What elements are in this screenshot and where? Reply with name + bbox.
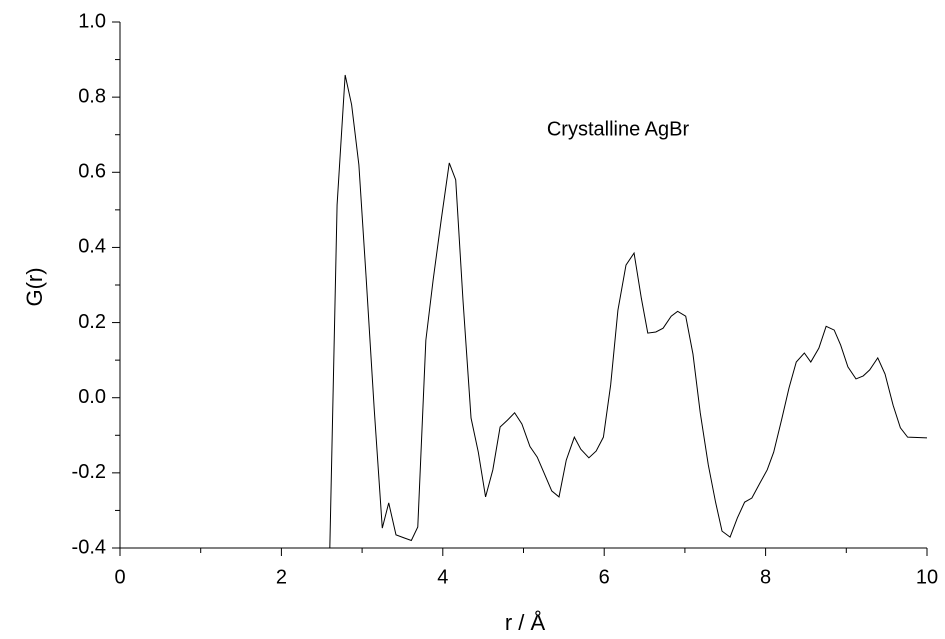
y-tick-label: 1.0	[78, 10, 106, 32]
y-axis-label: G(r)	[22, 267, 47, 306]
y-tick-label: -0.4	[72, 536, 106, 558]
x-tick-label: 10	[916, 566, 938, 588]
y-tick-label: 0.4	[78, 236, 106, 258]
y-tick-label: 0.0	[78, 386, 106, 408]
x-axis-label: r / Å	[505, 610, 546, 635]
x-tick-label: 2	[276, 566, 287, 588]
y-tick-label: 0.6	[78, 161, 106, 183]
x-tick-label: 8	[760, 566, 771, 588]
x-tick-label: 4	[437, 566, 448, 588]
y-tick-label: -0.2	[72, 461, 106, 483]
y-tick-label: 0.2	[78, 311, 106, 333]
y-tick-label: 0.8	[78, 85, 106, 107]
x-tick-label: 0	[114, 566, 125, 588]
x-tick-label: 6	[599, 566, 610, 588]
data-line	[297, 74, 928, 549]
annotation: Crystalline AgBr	[547, 118, 690, 140]
